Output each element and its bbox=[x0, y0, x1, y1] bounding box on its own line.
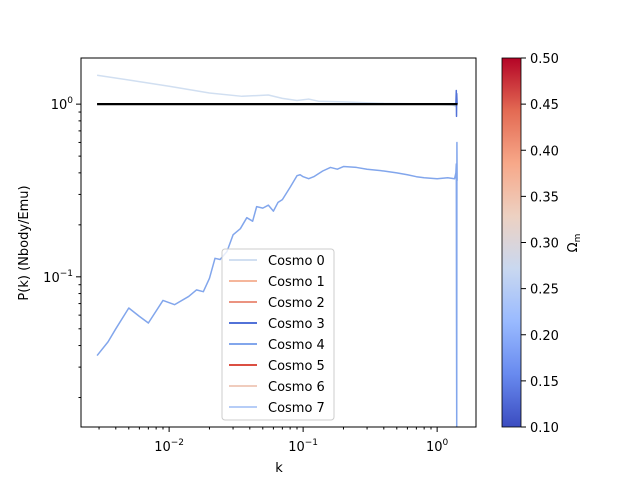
colorbar-gradient bbox=[501, 57, 522, 428]
colorbar-tick-label: 0.10 bbox=[530, 421, 559, 436]
colorbar-ticks: 0.10 0.15 0.20 0.25 0.30 0.35 0.40 0.45 0.50 bbox=[521, 52, 559, 436]
series-line-cosmo-4 bbox=[96, 141, 458, 427]
legend-label: Cosmo 6 bbox=[268, 380, 325, 395]
plot-frame bbox=[80, 57, 477, 428]
y-axis-ticks: 10−1 100 bbox=[43, 96, 81, 399]
colorbar-tick-label: 0.25 bbox=[530, 283, 559, 298]
colorbar-tick-label: 0.50 bbox=[530, 52, 559, 67]
x-axis-label: k bbox=[275, 461, 283, 476]
legend-label: Cosmo 0 bbox=[268, 254, 325, 269]
legend: Cosmo 0 Cosmo 1 Cosmo 2 Cosmo 3 Cosmo 4 Cosmo… bbox=[221, 248, 335, 421]
colorbar-tick-label: 0.15 bbox=[530, 375, 559, 390]
y-axis-label: P(k) (Nbody/Emu) bbox=[17, 185, 32, 300]
colorbar-tick-label: 0.40 bbox=[530, 144, 559, 159]
colorbar: 0.10 0.15 0.20 0.25 0.30 0.35 0.40 0.45 0.50 Ωm bbox=[501, 52, 583, 436]
colorbar-tick-label: 0.45 bbox=[530, 98, 559, 113]
x-tick-label: 100 bbox=[426, 438, 449, 455]
legend-label: Cosmo 4 bbox=[268, 338, 325, 353]
colorbar-label: Ωm bbox=[566, 234, 583, 253]
legend-label: Cosmo 2 bbox=[268, 296, 325, 311]
x-axis-ticks: 10−2 10−1 100 bbox=[98, 427, 449, 455]
colorbar-tick-label: 0.20 bbox=[530, 329, 559, 344]
legend-label: Cosmo 5 bbox=[268, 359, 325, 374]
legend-label: Cosmo 1 bbox=[268, 275, 325, 290]
legend-label: Cosmo 7 bbox=[268, 401, 325, 416]
colorbar-tick-label: 0.35 bbox=[530, 190, 559, 205]
legend-label: Cosmo 3 bbox=[268, 317, 325, 332]
y-tick-label: 100 bbox=[51, 96, 74, 113]
legend-box bbox=[221, 248, 335, 421]
x-tick-label: 10−1 bbox=[288, 438, 318, 455]
series-layer bbox=[96, 74, 458, 427]
x-tick-label: 10−2 bbox=[154, 438, 184, 455]
y-tick-label: 10−1 bbox=[43, 269, 73, 286]
colorbar-tick-label: 0.30 bbox=[530, 237, 559, 252]
